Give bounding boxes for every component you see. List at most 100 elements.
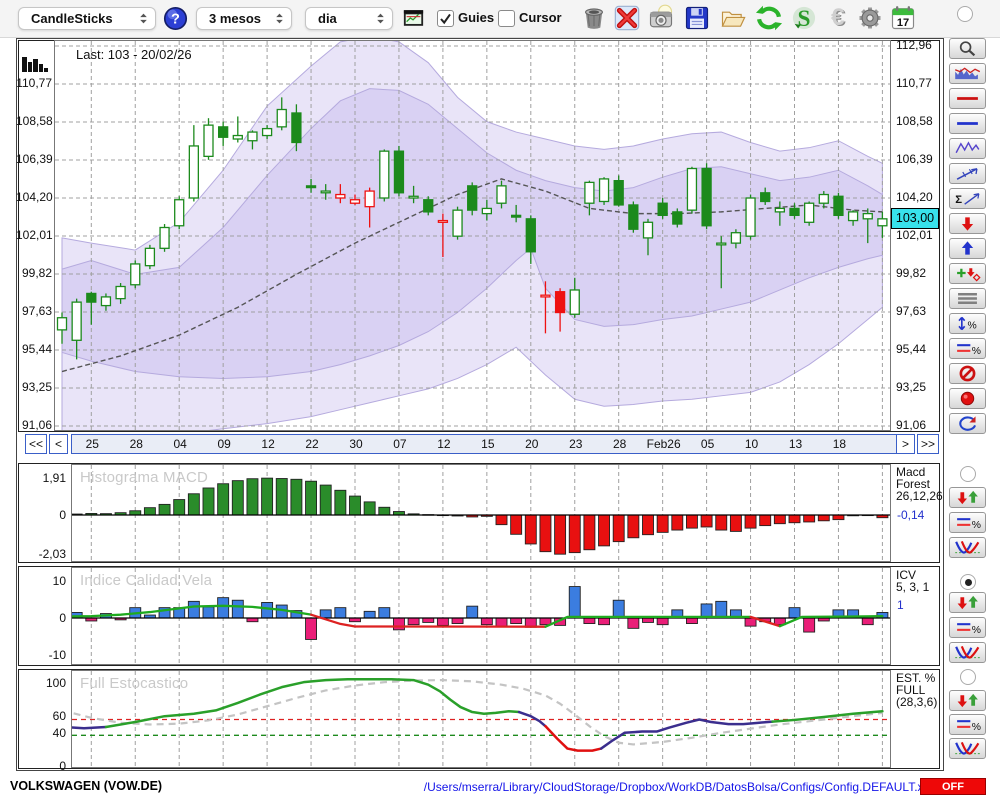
date-axis-label: 20	[525, 437, 539, 451]
delete-button[interactable]	[613, 4, 641, 32]
last-price-label: Last: 103 - 20/02/26	[76, 47, 192, 62]
macd-title: Histograma MACD	[80, 469, 209, 486]
euro-button[interactable]: € €	[824, 4, 852, 32]
sum-trendline-tool-button[interactable]: Σ	[949, 188, 986, 209]
forbid-icon	[951, 365, 984, 382]
icv-settings-label: ICV 5, 3, 1	[896, 568, 930, 594]
lines-percent-icon: %	[951, 340, 984, 357]
red-line-icon	[951, 90, 984, 107]
refresh-button[interactable]	[755, 4, 783, 32]
off-badge[interactable]: OFF	[920, 778, 986, 795]
levels-tool-button[interactable]	[949, 288, 986, 309]
cursor-checkbox[interactable]	[498, 10, 515, 27]
stoch-title: Full Estocastico	[80, 675, 189, 692]
stoch-arrows-button[interactable]	[949, 690, 986, 711]
nav-prev-button[interactable]: <	[49, 434, 68, 454]
open-button[interactable]	[719, 4, 747, 32]
down-arrow-tool-button[interactable]	[949, 213, 986, 234]
icv-panel-radio[interactable]	[960, 574, 976, 590]
lines-percent-icon: %	[951, 619, 984, 636]
macd-arrows-button[interactable]	[949, 487, 986, 508]
reload-tool-button[interactable]	[949, 413, 986, 434]
add-signal-tool-button[interactable]	[949, 263, 986, 284]
chevron-updown-icon	[377, 13, 384, 24]
range-percent-tool-button[interactable]: %	[949, 313, 986, 334]
svg-text:17: 17	[897, 17, 909, 29]
stoch-axis-label: 100	[45, 676, 66, 690]
up-arrow-tool-button[interactable]	[949, 238, 986, 259]
trash-icon	[580, 4, 608, 32]
histogram-icon[interactable]	[22, 52, 48, 76]
price-axis-label: 97,63	[896, 304, 927, 318]
chart-type-select[interactable]: CandleSticks	[18, 7, 156, 30]
curve-icon	[951, 539, 984, 556]
sum-trendline-icon: Σ	[951, 190, 984, 207]
snapshot-button[interactable]	[647, 4, 675, 32]
icv-axis-label: -10	[48, 648, 66, 662]
nav-first-button[interactable]: <<	[25, 434, 47, 454]
settings-button[interactable]	[856, 4, 884, 32]
svg-text:%: %	[972, 520, 981, 531]
macd-lines-percent-button[interactable]: %	[949, 512, 986, 533]
stoch-lines-percent-button[interactable]: %	[949, 714, 986, 735]
zigzag-tool-button[interactable]	[949, 138, 986, 159]
lines-percent-tool-button[interactable]: %	[949, 338, 986, 359]
price-axis-label: 104,20	[16, 190, 53, 204]
red-line-tool-button[interactable]	[949, 88, 986, 109]
trendline-icon	[951, 165, 984, 182]
stoch-plot[interactable]	[71, 670, 891, 768]
guies-checkbox[interactable]	[437, 10, 454, 27]
record-tool-button[interactable]	[949, 388, 986, 409]
help-button[interactable]: ?	[163, 6, 188, 31]
sync-icon: S	[790, 4, 818, 32]
nav-next-button[interactable]: >	[896, 434, 915, 454]
help-icon: ?	[163, 6, 188, 31]
price-axis-label: 102,01	[16, 228, 53, 242]
stoch-panel-radio[interactable]	[960, 669, 976, 685]
nav-last-button[interactable]: >>	[917, 434, 939, 454]
macd-plot[interactable]	[71, 464, 891, 562]
stoch-curve-button[interactable]	[949, 738, 986, 759]
date-axis-label: 04	[173, 437, 187, 451]
trash-button[interactable]	[580, 4, 608, 32]
trendline-tool-button[interactable]	[949, 163, 986, 184]
cursor-label: Cursor	[519, 10, 562, 25]
period-select[interactable]: 3 mesos	[196, 7, 292, 30]
reload-icon	[951, 415, 984, 432]
main-panel-radio[interactable]	[957, 6, 973, 22]
sync-button[interactable]: S	[790, 4, 818, 32]
date-axis-label: Feb26	[646, 437, 681, 451]
blue-line-tool-button[interactable]	[949, 113, 986, 134]
price-axis-label: 95,44	[21, 342, 52, 356]
svg-text:€: €	[831, 4, 845, 31]
svg-text:S: S	[798, 6, 811, 32]
date-axis[interactable]: 25 28 04 09 12 22 30 07 12 15 20 23 28 Feb26 05 10 13 18	[71, 434, 913, 454]
indicator-panel-tool-button[interactable]	[949, 63, 986, 84]
icv-value: 1	[897, 598, 904, 612]
icv-plot[interactable]	[71, 567, 891, 665]
svg-text:€: €	[832, 5, 846, 32]
icv-curve-button[interactable]	[949, 642, 986, 663]
zoom-tool-button[interactable]	[949, 38, 986, 59]
indicator-panel-icon	[951, 65, 984, 82]
save-button[interactable]	[683, 4, 711, 32]
icv-lines-percent-button[interactable]: %	[949, 617, 986, 638]
icv-title: Indice Calidad Vela	[80, 572, 213, 589]
date-axis-label: 13	[788, 437, 803, 451]
zoom-icon	[951, 40, 984, 57]
interval-select[interactable]: dia	[305, 7, 393, 30]
record-icon	[951, 390, 984, 407]
price-axis-label: 108,58	[16, 114, 53, 128]
forbid-tool-button[interactable]	[949, 363, 986, 384]
chart-config-button[interactable]	[401, 7, 426, 29]
main-chart-plot[interactable]	[54, 40, 891, 431]
macd-axis-label: -2,03	[38, 547, 66, 561]
macd-panel-radio[interactable]	[960, 466, 976, 482]
icv-arrows-button[interactable]	[949, 592, 986, 613]
macd-curve-button[interactable]	[949, 537, 986, 558]
date-axis-label: 30	[349, 437, 363, 451]
price-axis-label: 112,96	[896, 38, 932, 52]
down-arrow-icon	[951, 215, 984, 232]
calendar-button[interactable]: 17	[889, 4, 917, 32]
date-axis-label: 25	[85, 437, 99, 451]
